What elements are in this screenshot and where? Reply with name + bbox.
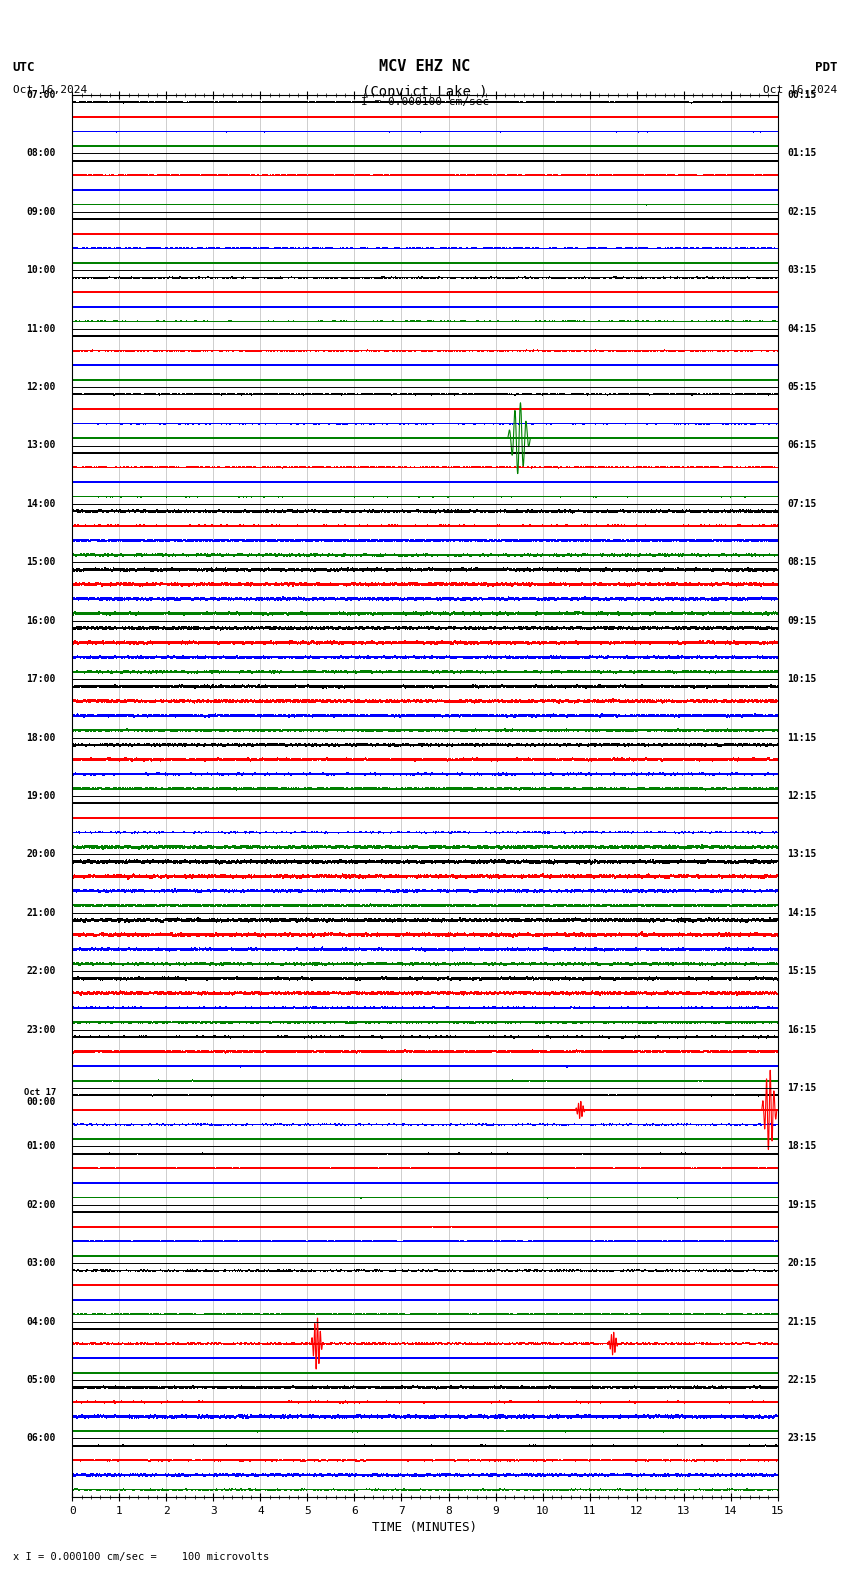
Text: 15:15: 15:15 (787, 966, 817, 976)
Text: 20:15: 20:15 (787, 1258, 817, 1269)
Text: 06:15: 06:15 (787, 440, 817, 450)
Text: 23:00: 23:00 (26, 1025, 56, 1034)
Text: 20:00: 20:00 (26, 849, 56, 860)
Text: I = 0.000100 cm/sec: I = 0.000100 cm/sec (361, 97, 489, 108)
Text: 11:00: 11:00 (26, 323, 56, 334)
Text: 14:15: 14:15 (787, 908, 817, 917)
Text: 10:00: 10:00 (26, 265, 56, 276)
Text: 19:00: 19:00 (26, 790, 56, 802)
Text: 13:00: 13:00 (26, 440, 56, 450)
Text: 06:00: 06:00 (26, 1434, 56, 1443)
X-axis label: TIME (MINUTES): TIME (MINUTES) (372, 1522, 478, 1535)
Text: 10:15: 10:15 (787, 675, 817, 684)
Text: 00:00: 00:00 (26, 1096, 56, 1107)
Text: 07:15: 07:15 (787, 499, 817, 508)
Text: UTC: UTC (13, 60, 35, 73)
Text: 19:15: 19:15 (787, 1199, 817, 1210)
Text: PDT: PDT (815, 60, 837, 73)
Text: 22:15: 22:15 (787, 1375, 817, 1384)
Text: Oct 16,2024: Oct 16,2024 (13, 84, 87, 95)
Text: 13:15: 13:15 (787, 849, 817, 860)
Text: 11:15: 11:15 (787, 732, 817, 743)
Text: 04:15: 04:15 (787, 323, 817, 334)
Text: 21:00: 21:00 (26, 908, 56, 917)
Text: 15:00: 15:00 (26, 558, 56, 567)
Text: Oct 16,2024: Oct 16,2024 (763, 84, 837, 95)
Text: 05:15: 05:15 (787, 382, 817, 393)
Text: 16:00: 16:00 (26, 616, 56, 626)
Text: 22:00: 22:00 (26, 966, 56, 976)
Text: 17:00: 17:00 (26, 675, 56, 684)
Text: 08:15: 08:15 (787, 558, 817, 567)
Text: 18:15: 18:15 (787, 1142, 817, 1152)
Text: 00:15: 00:15 (787, 90, 817, 100)
Text: 12:15: 12:15 (787, 790, 817, 802)
Text: 05:00: 05:00 (26, 1375, 56, 1384)
Text: 03:00: 03:00 (26, 1258, 56, 1269)
Text: 07:00: 07:00 (26, 90, 56, 100)
Text: Oct 17: Oct 17 (24, 1088, 56, 1098)
Text: 18:00: 18:00 (26, 732, 56, 743)
Text: (Convict Lake ): (Convict Lake ) (362, 84, 488, 98)
Text: 02:15: 02:15 (787, 208, 817, 217)
Text: 03:15: 03:15 (787, 265, 817, 276)
Text: 23:15: 23:15 (787, 1434, 817, 1443)
Text: 01:00: 01:00 (26, 1142, 56, 1152)
Text: 08:00: 08:00 (26, 149, 56, 158)
Text: 21:15: 21:15 (787, 1316, 817, 1327)
Text: 04:00: 04:00 (26, 1316, 56, 1327)
Text: 02:00: 02:00 (26, 1199, 56, 1210)
Text: 12:00: 12:00 (26, 382, 56, 393)
Text: 09:00: 09:00 (26, 208, 56, 217)
Text: 17:15: 17:15 (787, 1083, 817, 1093)
Text: 01:15: 01:15 (787, 149, 817, 158)
Text: 16:15: 16:15 (787, 1025, 817, 1034)
Text: 14:00: 14:00 (26, 499, 56, 508)
Text: MCV EHZ NC: MCV EHZ NC (379, 59, 471, 73)
Text: x I = 0.000100 cm/sec =    100 microvolts: x I = 0.000100 cm/sec = 100 microvolts (13, 1552, 269, 1562)
Text: 09:15: 09:15 (787, 616, 817, 626)
